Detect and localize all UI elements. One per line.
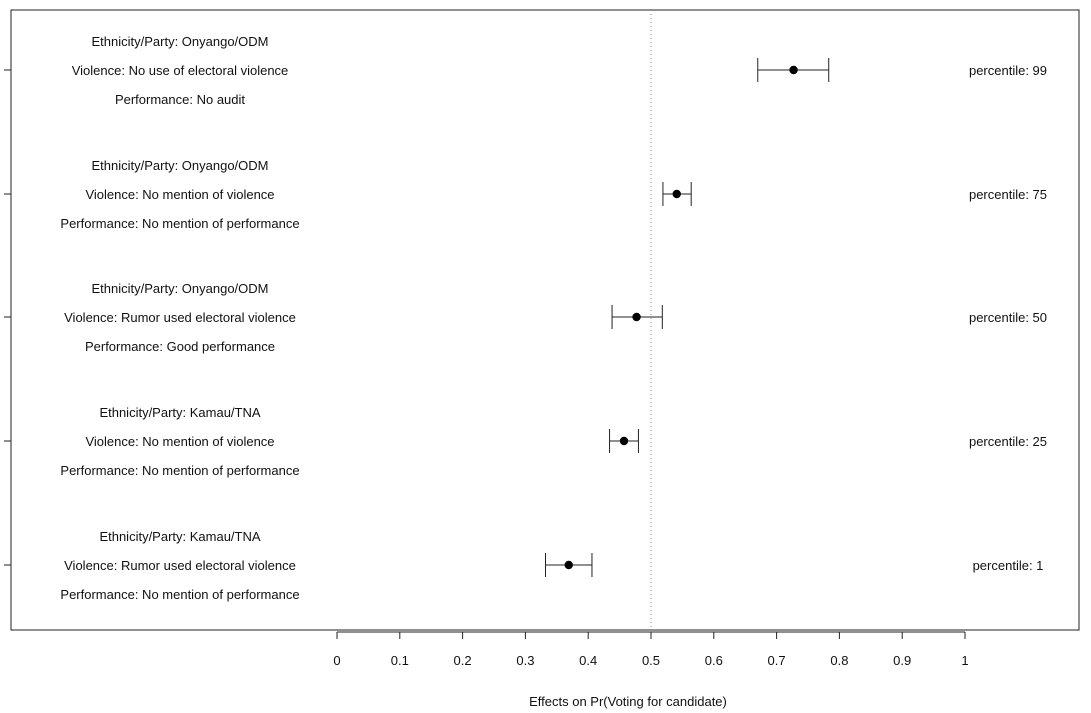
percentile-label: percentile: 75	[969, 187, 1047, 202]
profile-attribute-label: Violence: No use of electoral violence	[72, 63, 289, 78]
profile-attribute-label: Performance: Good performance	[85, 339, 275, 354]
x-tick-label: 0.9	[893, 653, 911, 668]
x-axis-ticks: 0 0.1 0.2 0.3 0.4 0.5 0.6 0.7 0.8 0.9 1	[333, 632, 969, 668]
point-estimate	[619, 436, 629, 446]
x-tick-label: 0.1	[391, 653, 409, 668]
x-tick-label: 0.6	[705, 653, 723, 668]
y-axis-ticks	[4, 69, 11, 566]
profile-attribute-label: Ethnicity/Party: Onyango/ODM	[91, 158, 268, 173]
profile-attribute-label: Violence: No mention of violence	[85, 187, 274, 202]
profile-attribute-label: Performance: No mention of performance	[60, 216, 299, 231]
x-tick-label: 0.2	[454, 653, 472, 668]
profile-attribute-label: Ethnicity/Party: Onyango/ODM	[91, 34, 268, 49]
x-axis-label: Effects on Pr(Voting for candidate)	[529, 694, 727, 709]
percentile-label: percentile: 1	[973, 558, 1044, 573]
point-estimate	[632, 312, 641, 322]
point-estimate	[789, 65, 798, 75]
x-tick-label: 1	[961, 653, 968, 668]
x-tick-label: 0.3	[516, 653, 534, 668]
x-tick-label: 0.4	[579, 653, 597, 668]
point-estimate	[672, 189, 681, 199]
x-tick-label: 0.5	[642, 653, 660, 668]
profile-attribute-label: Ethnicity/Party: Kamau/TNA	[99, 405, 260, 420]
profile-attribute-label: Performance: No mention of performance	[60, 463, 299, 478]
profile-attribute-label: Violence: No mention of violence	[85, 434, 274, 449]
x-tick-label: 0	[333, 653, 340, 668]
percentile-label: percentile: 99	[969, 63, 1047, 78]
profile-attribute-label: Performance: No mention of performance	[60, 587, 299, 602]
profile-labels: Ethnicity/Party: Onyango/ODM Violence: No…	[60, 34, 299, 602]
point-estimate	[564, 560, 573, 570]
profile-attribute-label: Violence: Rumor used electoral violence	[64, 310, 296, 325]
profile-attribute-label: Performance: No audit	[115, 92, 245, 107]
x-tick-label: 0.7	[768, 653, 786, 668]
percentile-label: percentile: 50	[969, 310, 1047, 325]
x-tick-label: 0.8	[830, 653, 848, 668]
percentile-labels: percentile: 99 percentile: 75 percentile: …	[969, 63, 1047, 573]
plot-frame	[10, 9, 1080, 631]
profile-attribute-label: Ethnicity/Party: Onyango/ODM	[91, 281, 268, 296]
profile-attribute-label: Ethnicity/Party: Kamau/TNA	[99, 529, 260, 544]
percentile-label: percentile: 25	[969, 434, 1047, 449]
profile-attribute-label: Violence: Rumor used electoral violence	[64, 558, 296, 573]
error-bars	[544, 58, 830, 577]
